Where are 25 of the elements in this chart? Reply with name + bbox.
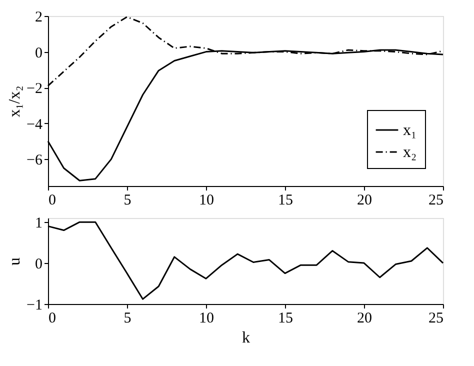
x-tick-label: 5 (124, 310, 132, 326)
x-tick-label: 15 (278, 310, 293, 326)
x-tick-label: 20 (357, 310, 372, 326)
x-tick-label: 0 (48, 310, 56, 326)
x-tick-label: 5 (124, 192, 132, 208)
y-tick-label: 1 (35, 216, 42, 232)
y-tick-label: −1 (26, 298, 42, 314)
y-tick-label: −4 (26, 116, 43, 133)
y-tick-label: −2 (26, 81, 42, 98)
x-tick-label: 25 (428, 192, 444, 208)
y-tick-label: 0 (35, 256, 42, 273)
y-tick-label: 0 (35, 45, 42, 62)
legend-label: x₁ (403, 122, 417, 139)
x-tick-label: 15 (278, 192, 293, 208)
y-tick-label: 2 (35, 10, 42, 26)
x-axis-title: k (242, 330, 250, 346)
x-tick-label: 0 (48, 192, 56, 208)
y-axis-title: u (6, 258, 24, 266)
x-tick-label: 10 (199, 192, 214, 208)
legend-label: x₂ (403, 144, 417, 161)
x-tick-label: 20 (357, 192, 372, 208)
y-axis-title: x₁/x₂ (6, 86, 24, 118)
y-tick-label: −6 (26, 152, 43, 169)
x-tick-label: 10 (199, 310, 214, 326)
x-tick-label: 25 (428, 310, 444, 326)
